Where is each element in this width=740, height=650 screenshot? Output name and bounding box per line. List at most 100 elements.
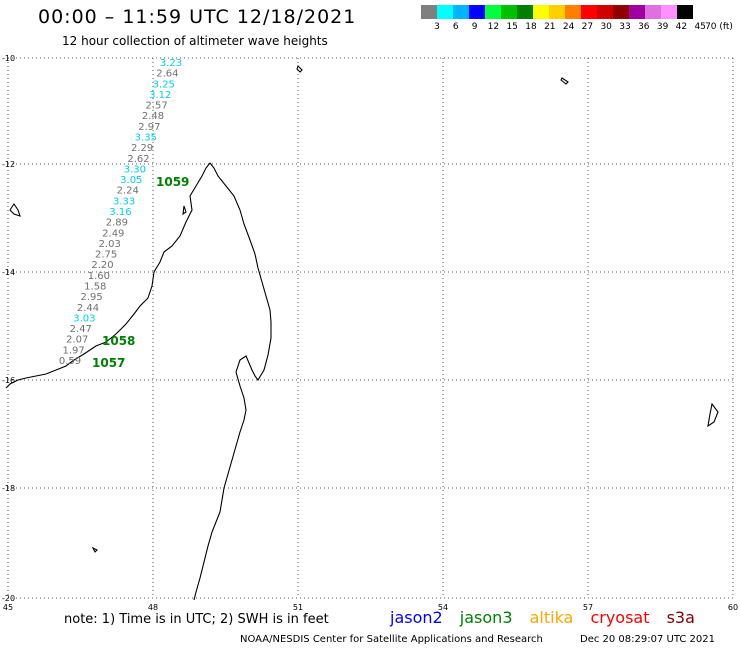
small-island — [560, 77, 569, 85]
swh-value: 2.62 — [127, 154, 149, 165]
swh-value: 2.89 — [106, 218, 128, 229]
swh-value: 2.24 — [117, 186, 139, 197]
swh-value: 2.29 — [131, 143, 153, 154]
swh-value: 3.03 — [73, 313, 95, 324]
color-scale-label: 18 — [525, 22, 537, 32]
color-scale-bar — [421, 5, 693, 19]
pass-time-label: 1057 — [92, 356, 125, 370]
color-scale-label: 42 — [675, 22, 688, 32]
swh-value: 1.60 — [88, 271, 110, 282]
swh-value: 3.05 — [120, 175, 142, 186]
swh-value: 2.20 — [91, 260, 113, 271]
small-island — [296, 64, 303, 73]
footnote: note: 1) Time is in UTC; 2) SWH is in fe… — [64, 612, 329, 627]
color-scale-label: 45 — [694, 22, 706, 32]
axis-labels: 45 48 51 54 57 60 -10 -12 -14 -16 -18 -20 — [2, 54, 738, 612]
swh-value: 2.75 — [95, 250, 117, 261]
color-swatch — [469, 5, 485, 19]
pass-time-labels: 1059 1058 1057 — [92, 175, 189, 370]
swh-value: 0.59 — [59, 356, 81, 367]
color-scale-label: 30 — [600, 22, 612, 32]
color-scale-label: 6 — [452, 22, 459, 32]
color-swatch — [549, 5, 565, 19]
color-scale-labels: 3 6 9 12 15 18 21 24 27 30 33 36 39 42 45 70 (ft) — [421, 22, 740, 34]
color-swatch — [629, 5, 645, 19]
pass-time-label: 1058 — [102, 334, 135, 348]
satellite-legend: jason2 jason3 altika cryosat s3a — [390, 608, 707, 627]
color-swatch — [533, 5, 549, 19]
color-scale-label: 39 — [656, 22, 669, 32]
mayotte-island — [9, 203, 21, 217]
color-swatch — [421, 5, 437, 19]
swh-value: 3.12 — [149, 90, 171, 101]
color-swatch — [437, 5, 453, 19]
latitude-tick-label: -10 — [2, 54, 15, 63]
color-swatch — [453, 5, 469, 19]
color-swatch — [645, 5, 661, 19]
color-swatch — [485, 5, 501, 19]
legend-jason3: jason3 — [459, 608, 513, 627]
lat-lon-grid — [7, 57, 734, 599]
swh-value: 2.07 — [66, 335, 88, 346]
small-island — [182, 205, 187, 216]
swh-value: 2.64 — [156, 69, 178, 80]
color-swatch — [565, 5, 581, 19]
madagascar-west-coastline — [5, 162, 211, 389]
swh-value: 2.97 — [138, 122, 160, 133]
swh-value: 2.03 — [99, 239, 121, 250]
latitude-tick-label: -12 — [2, 160, 15, 169]
color-scale-label: 36 — [638, 22, 650, 32]
longitude-tick-label: 60 — [728, 603, 738, 612]
generated-timestamp: Dec 20 08:29:07 UTC 2021 — [580, 634, 715, 645]
map-subtitle: 12 hour collection of altimeter wave hei… — [62, 34, 328, 48]
swh-value: 2.48 — [142, 111, 164, 122]
credit-line: NOAA/NESDIS Center for Satellite Applica… — [240, 634, 543, 645]
color-swatch — [501, 5, 517, 19]
swh-value: 2.57 — [145, 101, 167, 112]
latitude-tick-label: -20 — [2, 594, 15, 603]
swh-value: 1.97 — [62, 345, 84, 356]
color-scale-label: 70 (ft) — [705, 22, 733, 32]
map-title: 00:00 – 11:59 UTC 12/18/2021 — [38, 6, 357, 28]
latitude-tick-label: -14 — [2, 268, 15, 277]
madagascar-coastline — [193, 162, 272, 601]
swh-value: 2.47 — [70, 324, 92, 335]
color-scale-label: 27 — [581, 22, 594, 32]
small-island — [91, 546, 98, 553]
color-swatch — [581, 5, 597, 19]
color-scale-label: 12 — [487, 22, 500, 32]
color-scale-label: 24 — [562, 22, 575, 32]
swh-value: 3.30 — [124, 164, 146, 175]
swh-value: 2.44 — [77, 303, 99, 314]
swh-value: 2.49 — [102, 228, 124, 239]
legend-altika: altika — [529, 608, 574, 627]
swh-value: 1.58 — [84, 282, 106, 293]
longitude-tick-label: 45 — [3, 603, 13, 612]
longitude-tick-label: 54 — [438, 603, 448, 612]
longitude-tick-label: 48 — [148, 603, 158, 612]
color-swatch — [613, 5, 629, 19]
swh-value: 3.33 — [113, 196, 135, 207]
swh-value: 3.16 — [109, 207, 131, 218]
color-swatch — [661, 5, 677, 19]
swh-value: 3.25 — [153, 79, 175, 90]
coastline — [5, 64, 719, 601]
color-scale-label: 9 — [471, 22, 478, 32]
altimeter-swh-track: 3.232.643.253.122.572.482.973.352.292.62… — [59, 58, 182, 367]
legend-jason2: jason2 — [390, 608, 443, 627]
latitude-tick-label: -16 — [2, 376, 15, 385]
longitude-tick-label: 51 — [293, 603, 303, 612]
color-scale-label: 21 — [544, 22, 556, 32]
tromelin-island — [707, 402, 719, 428]
legend-cryosat: cryosat — [590, 608, 650, 627]
swh-value: 3.23 — [160, 58, 182, 69]
color-swatch — [517, 5, 533, 19]
pass-time-label: 1059 — [156, 175, 189, 189]
swh-value: 2.95 — [80, 292, 102, 303]
color-scale-label: 3 — [434, 22, 440, 32]
color-swatch — [677, 5, 693, 19]
color-scale-label: 15 — [506, 22, 518, 32]
latitude-tick-label: -18 — [2, 484, 15, 493]
longitude-tick-label: 57 — [583, 603, 593, 612]
